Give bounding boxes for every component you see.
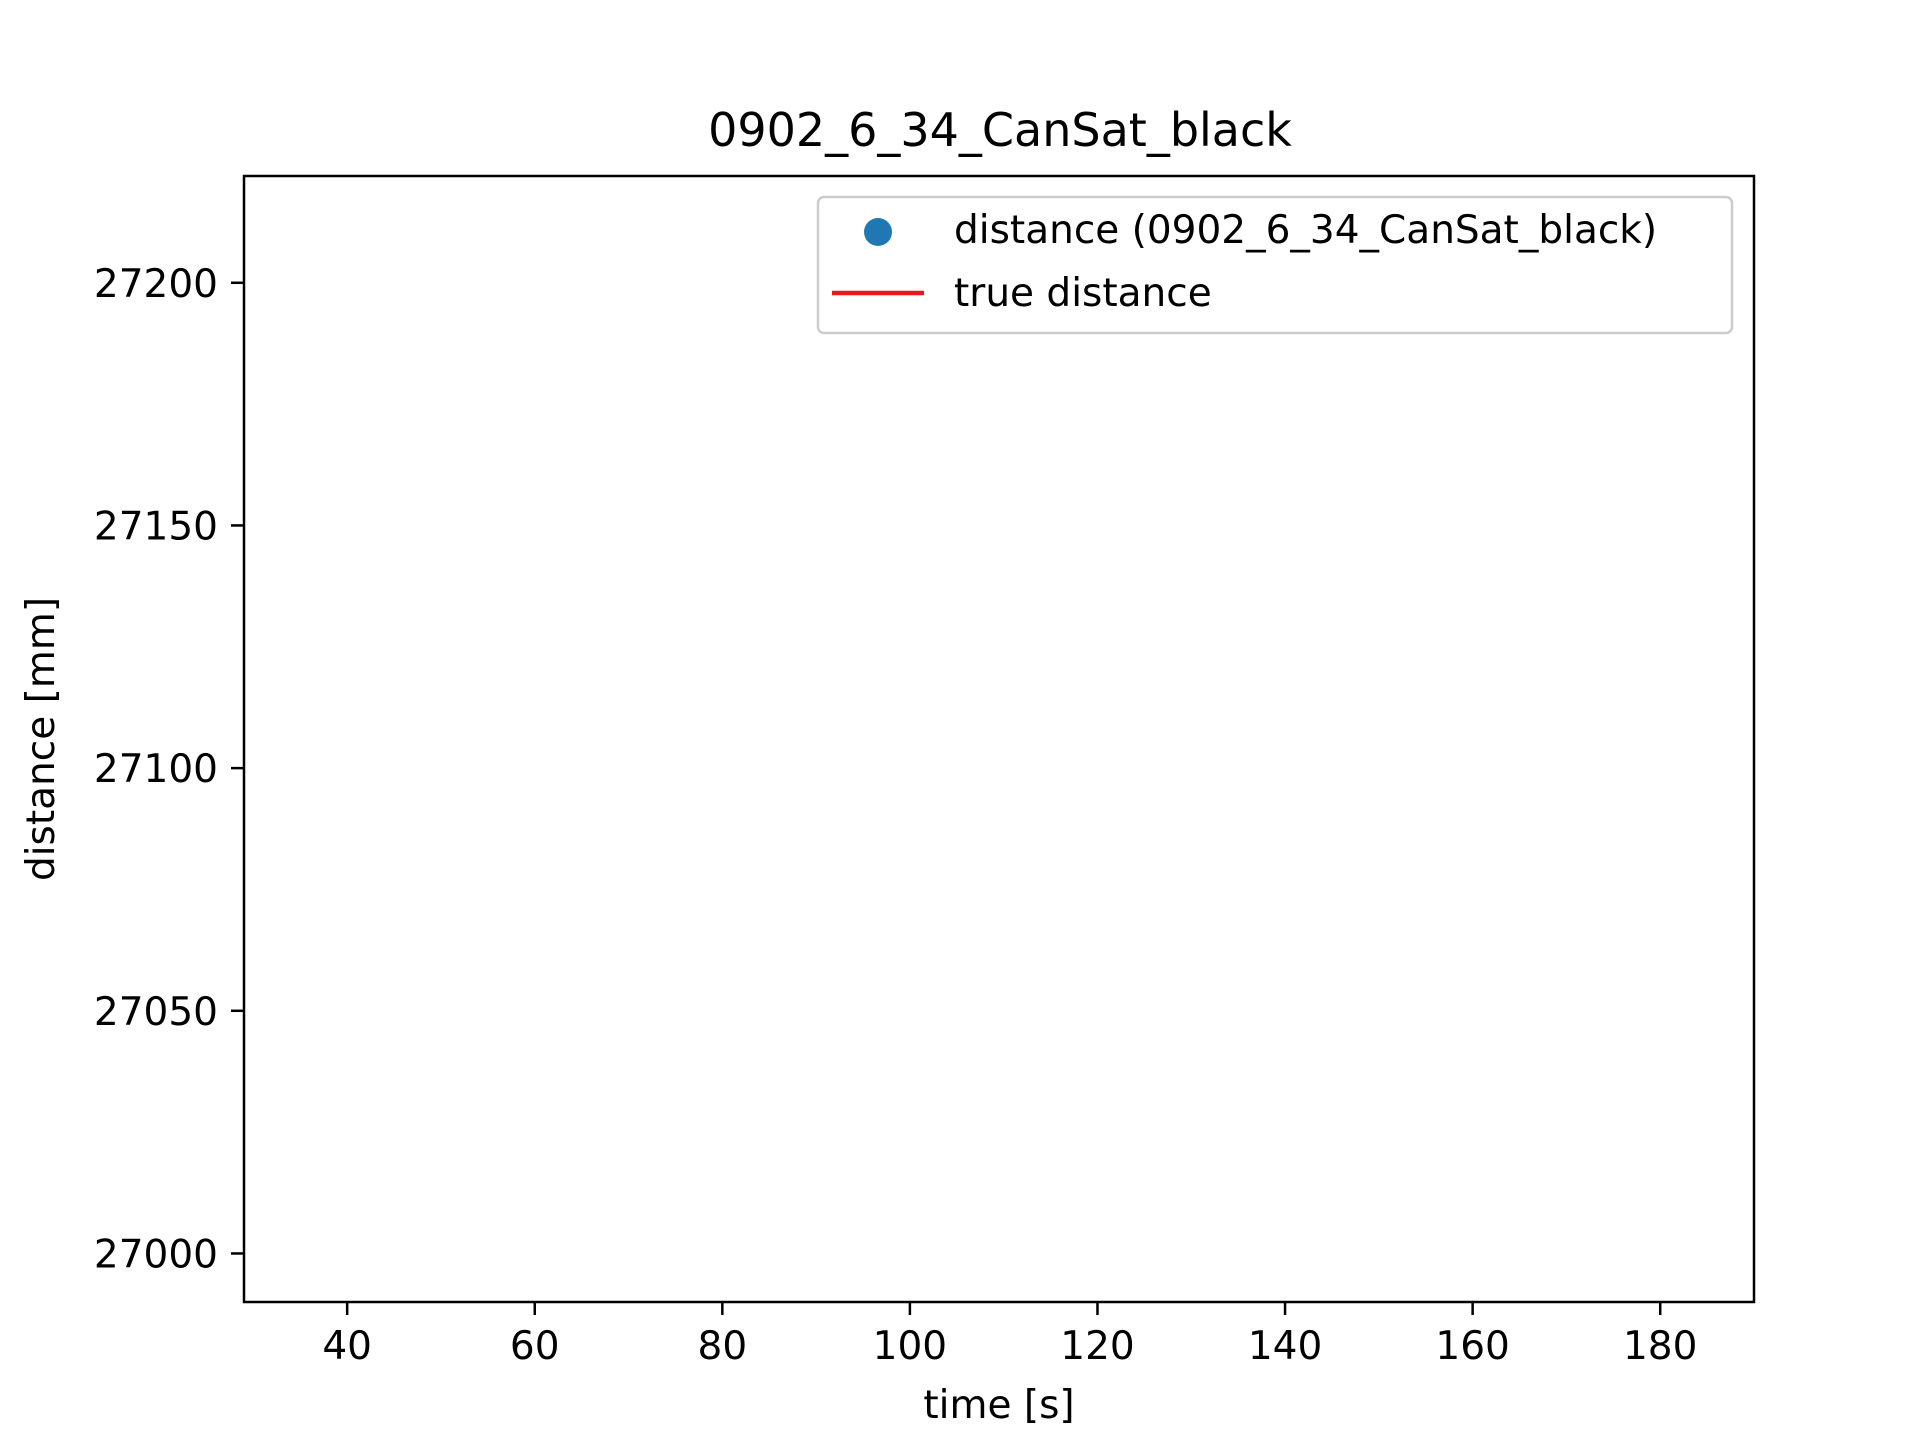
legend-marker-scatter [864,218,892,246]
y-tick-label: 27050 [94,990,218,1035]
x-tick-label: 180 [1623,1324,1697,1369]
legend-label-scatter: distance (0902_6_34_CanSat_black) [954,208,1657,253]
y-tick-label: 27150 [94,504,218,549]
x-tick-label: 160 [1435,1324,1509,1369]
x-tick-label: 120 [1060,1324,1134,1369]
y-axis-label: distance [mm] [19,597,64,881]
plot-area [244,176,1754,1302]
y-tick-label: 27200 [94,262,218,307]
y-tick-label: 27100 [94,747,218,792]
x-tick-label: 40 [322,1324,372,1369]
legend-frame [816,195,1734,335]
x-tick-label: 100 [873,1324,947,1369]
chart-title: 0902_6_34_CanSat_black [708,103,1292,157]
legend-label-line: true distance [954,271,1212,316]
plot-frame [242,174,1756,1304]
plot-background [244,176,1754,1302]
x-axis-label: time [s] [923,1383,1074,1428]
x-axis-ticks: 40 60 80 100 120 140 160 180 [322,1302,1697,1369]
y-axis-ticks: 27000 27050 27100 27150 27200 [94,262,244,1277]
x-tick-label: 140 [1248,1324,1322,1369]
x-tick-label: 60 [510,1324,560,1369]
y-tick-label: 27000 [94,1232,218,1277]
legend: distance (0902_6_34_CanSat_black) true d… [816,195,1734,335]
x-tick-label: 80 [698,1324,748,1369]
